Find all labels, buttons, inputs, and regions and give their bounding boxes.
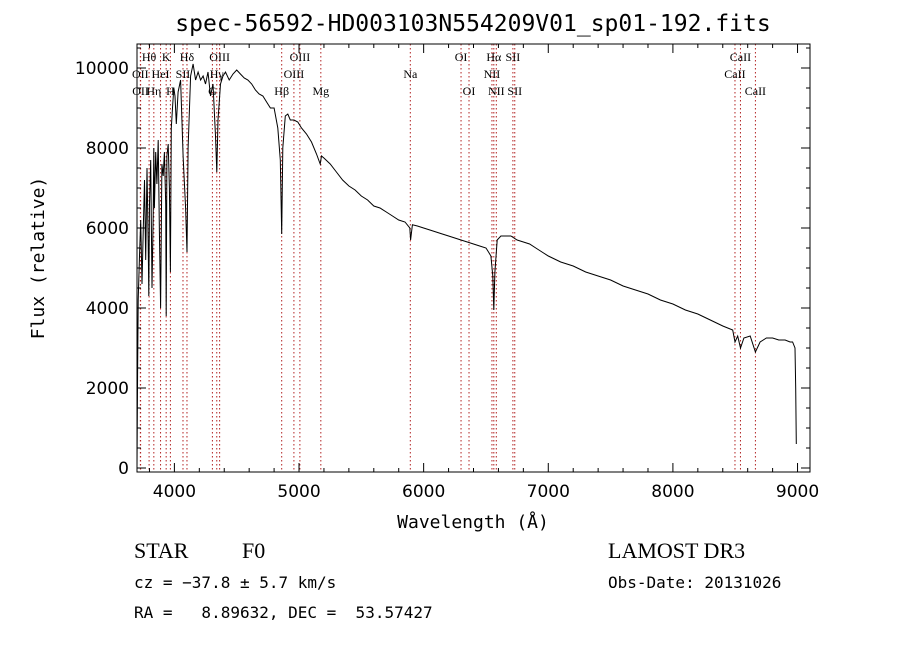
- y-tick-label: 6000: [86, 219, 129, 239]
- marker-label: Hα: [486, 50, 502, 64]
- y-tick-label: 2000: [86, 379, 129, 399]
- marker-lines: [139, 44, 756, 472]
- marker-label: CaII: [745, 84, 766, 98]
- axis-ticks: [137, 44, 810, 472]
- x-tick-label: 4000: [153, 482, 196, 502]
- y-tick-label: 4000: [86, 299, 129, 319]
- marker-label: SII: [507, 84, 522, 98]
- x-tick-label: 9000: [776, 482, 819, 502]
- marker-label: H: [166, 84, 175, 98]
- marker-label: Na: [403, 67, 418, 81]
- marker-labels: Hθ OII OII K HeI Hη H Hδ SII OIII Hγ G Hβ OIII OIII Mg N…: [132, 50, 766, 98]
- marker-label: Hγ: [210, 67, 225, 81]
- x-tick-labels: 4000 5000 6000 7000 8000 9000: [153, 482, 819, 502]
- object-subclass: F0: [242, 538, 266, 563]
- marker-label: NII: [484, 67, 501, 81]
- marker-label: OIII: [290, 50, 311, 64]
- marker-label: SII: [506, 50, 521, 64]
- marker-label: OII: [132, 84, 149, 98]
- x-tick-label: 5000: [277, 482, 320, 502]
- y-tick-label: 8000: [86, 139, 129, 159]
- object-class: STAR: [134, 538, 189, 563]
- spectrum-line: [136, 63, 797, 469]
- y-tick-label: 0: [118, 459, 129, 479]
- marker-label: Hη: [146, 84, 161, 98]
- chart-title: spec-56592-HD003103N554209V01_sp01-192.f…: [175, 11, 770, 37]
- marker-label: CaII: [730, 50, 751, 64]
- survey-name: LAMOST DR3: [608, 538, 746, 563]
- marker-label: OII: [132, 67, 149, 81]
- marker-label: Hδ: [180, 50, 195, 64]
- x-tick-label: 6000: [402, 482, 445, 502]
- x-tick-label: 8000: [651, 482, 694, 502]
- marker-label: OIII: [209, 50, 230, 64]
- marker-label: G: [208, 84, 217, 98]
- marker-label: Mg: [312, 84, 329, 98]
- marker-label: SII: [176, 67, 191, 81]
- x-tick-label: 7000: [527, 482, 570, 502]
- marker-label: Hθ: [142, 50, 157, 64]
- marker-label: Hβ: [274, 84, 289, 98]
- marker-label: OI: [463, 84, 476, 98]
- y-axis-label: Flux (relative): [28, 177, 49, 340]
- marker-label: K: [162, 50, 171, 64]
- marker-label: NII: [488, 84, 505, 98]
- marker-label: HeI: [152, 67, 170, 81]
- marker-label: OIII: [284, 67, 305, 81]
- x-axis-label: Wavelength (Å): [397, 511, 549, 533]
- y-tick-labels: 0 2000 4000 6000 8000 10000: [75, 59, 129, 479]
- y-tick-label: 10000: [75, 59, 129, 79]
- marker-label: CaII: [724, 67, 745, 81]
- ra-dec: RA = 8.89632, DEC = 53.57427: [134, 603, 433, 622]
- marker-label: OI: [455, 50, 468, 64]
- redshift-cz: cz = −37.8 ± 5.7 km/s: [134, 573, 337, 592]
- observation-date: Obs-Date: 20131026: [608, 573, 782, 592]
- plot-frame: [136, 43, 811, 473]
